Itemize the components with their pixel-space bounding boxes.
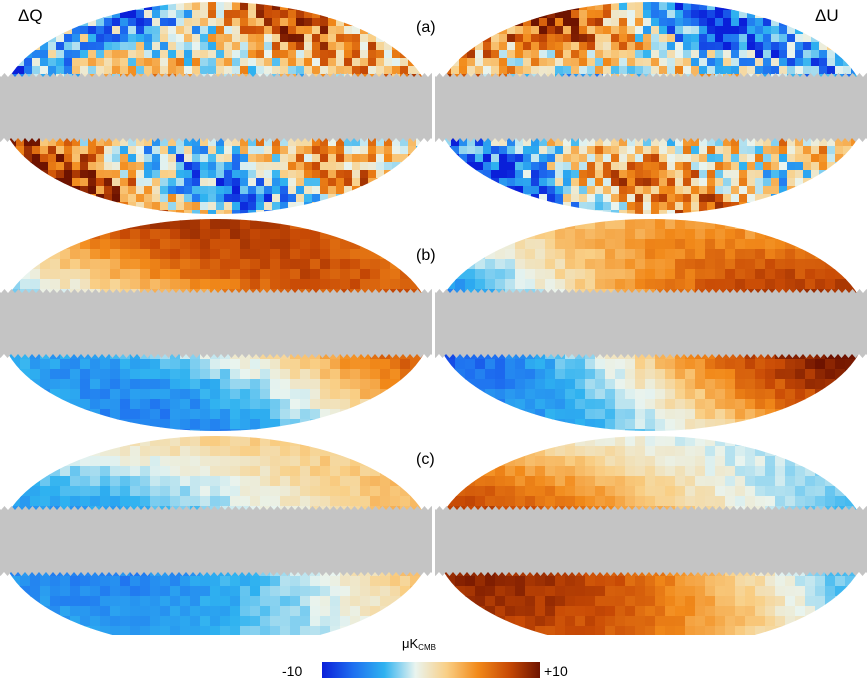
colorbar-min-label: -10 xyxy=(282,663,303,679)
map-a-du xyxy=(435,2,867,214)
column-label-dq: ΔQ xyxy=(18,6,43,25)
maps-canvas xyxy=(0,2,867,635)
map-a-dq xyxy=(0,2,432,214)
colorbar-unit: μKCMB xyxy=(402,636,436,652)
map-c-du xyxy=(435,436,867,635)
galactic-mask xyxy=(0,73,432,142)
row-label-b: (b) xyxy=(416,247,436,264)
galactic-mask xyxy=(435,289,867,358)
map-b-dq xyxy=(0,219,432,431)
galactic-mask xyxy=(0,506,432,576)
colorbar-gradient xyxy=(322,662,540,678)
galactic-mask xyxy=(0,289,432,358)
row-label-a: (a) xyxy=(416,19,436,36)
galactic-mask xyxy=(435,73,867,142)
row-label-c: (c) xyxy=(416,451,435,468)
galactic-mask xyxy=(435,506,867,576)
map-c-dq xyxy=(0,436,432,635)
map-b-du xyxy=(435,219,867,431)
colorbar-max-label: +10 xyxy=(544,663,568,679)
column-label-du: ΔU xyxy=(815,6,839,25)
colorbar: μKCMB -10 +10 xyxy=(282,636,592,688)
